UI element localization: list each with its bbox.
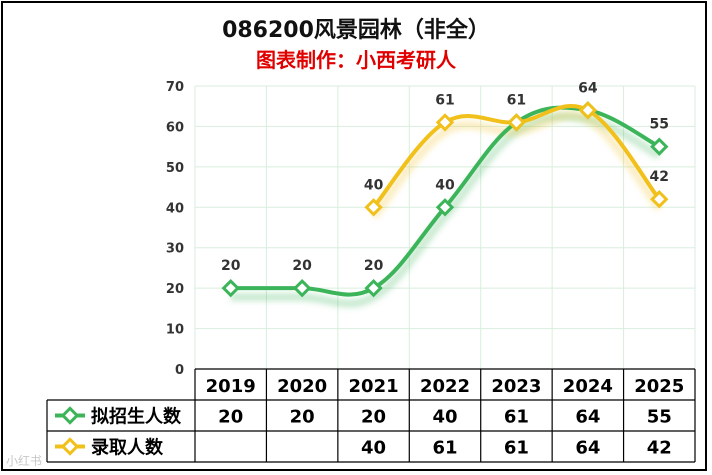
y-tick-label: 40 bbox=[166, 201, 184, 216]
data-label: 42 bbox=[650, 169, 669, 185]
table-cell: 42 bbox=[647, 438, 672, 459]
x-tick-label: 2021 bbox=[349, 376, 399, 397]
legend-label: 录取人数 bbox=[91, 437, 164, 459]
legend-marker bbox=[60, 406, 80, 425]
data-point bbox=[650, 190, 669, 209]
data-label: 55 bbox=[650, 117, 669, 133]
data-point bbox=[435, 113, 455, 132]
data-point bbox=[221, 278, 240, 298]
table-cell: 55 bbox=[647, 407, 672, 428]
data-point bbox=[292, 278, 312, 298]
table-cell: 40 bbox=[432, 407, 457, 428]
y-tick-label: 70 bbox=[166, 80, 184, 95]
data-point bbox=[507, 113, 526, 132]
y-tick-label: 50 bbox=[166, 161, 184, 176]
table-cell: 20 bbox=[218, 407, 243, 428]
table-cell: 61 bbox=[504, 438, 529, 459]
data-label: 40 bbox=[435, 177, 455, 193]
y-tick-label: 0 bbox=[175, 363, 184, 378]
data-label: 20 bbox=[292, 258, 312, 274]
table-cell: 20 bbox=[290, 407, 315, 428]
data-point bbox=[578, 101, 598, 120]
table-cell: 64 bbox=[575, 438, 600, 459]
data-label: 61 bbox=[435, 92, 454, 108]
y-tick-label: 60 bbox=[166, 120, 184, 135]
data-label: 40 bbox=[364, 177, 384, 193]
data-label: 64 bbox=[578, 80, 598, 96]
y-tick-label: 30 bbox=[166, 242, 184, 257]
x-tick-label: 2024 bbox=[563, 376, 613, 397]
table-cell: 61 bbox=[432, 438, 457, 459]
watermark-text: 小红书 bbox=[6, 454, 43, 468]
chart-title: 086200风景园林（非全） bbox=[222, 18, 490, 43]
data-point bbox=[364, 198, 383, 217]
data-label: 20 bbox=[364, 258, 384, 274]
data-point bbox=[435, 198, 455, 217]
data-label: 20 bbox=[221, 258, 241, 274]
legend-label: 拟招生人数 bbox=[91, 406, 182, 428]
x-tick-label: 2020 bbox=[277, 376, 327, 397]
data-label: 61 bbox=[507, 92, 526, 108]
table-cell: 20 bbox=[361, 407, 386, 428]
chart-subtitle: 图表制作：小西考研人 bbox=[256, 48, 456, 72]
legend-marker bbox=[60, 437, 80, 456]
table-cell: 61 bbox=[504, 407, 529, 428]
data-point bbox=[650, 137, 669, 156]
x-tick-label: 2019 bbox=[206, 376, 256, 397]
x-tick-label: 2025 bbox=[634, 376, 684, 397]
table-cell: 40 bbox=[361, 438, 386, 459]
table-cell: 64 bbox=[575, 407, 600, 428]
y-tick-label: 20 bbox=[166, 282, 184, 297]
x-tick-label: 2023 bbox=[491, 376, 541, 397]
data-point bbox=[364, 278, 383, 298]
x-tick-label: 2022 bbox=[420, 376, 470, 397]
y-tick-label: 10 bbox=[166, 323, 184, 338]
